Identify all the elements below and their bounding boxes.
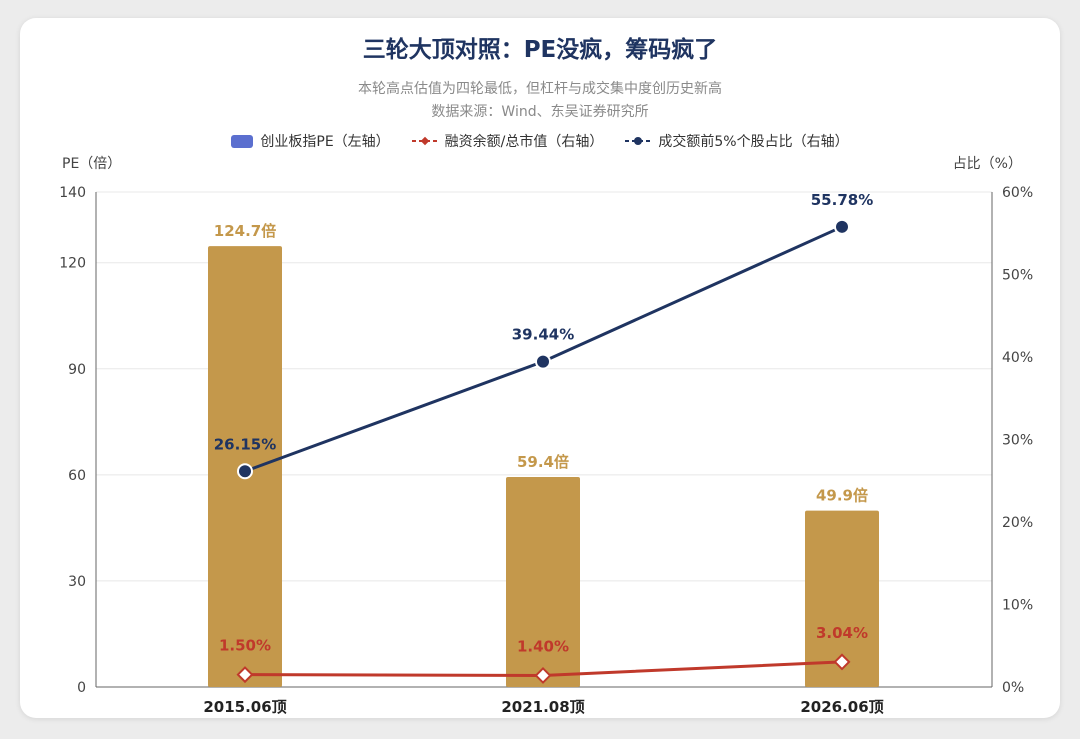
chart-title: 三轮大顶对照：PE没疯，筹码疯了 [362, 37, 718, 63]
bar-data-label: 124.7倍 [214, 222, 276, 240]
margin-data-label: 1.40% [517, 637, 569, 655]
margin-point [833, 653, 851, 671]
bar [506, 476, 580, 687]
concentration-line [244, 225, 843, 473]
legend: 创业板指PE（左轴） 融资余额/总市值（右轴） 成交额前5%个股占比（右轴） [0, 131, 1080, 151]
legend-label-margin: 融资余额/总市值（右轴） [444, 134, 604, 150]
y-tick-label-right: 40% [1002, 350, 1033, 366]
legend-label-pe: 创业板指PE（左轴） [260, 134, 390, 150]
concentration-data-label: 55.78% [811, 191, 873, 209]
y-tick-label-left: 30 [68, 574, 86, 590]
y-tick-label-right: 10% [1002, 598, 1033, 614]
y-tick-label-right: 30% [1002, 433, 1033, 449]
legend-bar-swatch [231, 134, 254, 148]
legend-item-concentration[interactable]: 成交额前5%个股占比（右轴） [625, 131, 849, 151]
chart-subtitle: 本轮高点估值为四轮最低，但杠杆与成交集中度创历史新高 [358, 81, 722, 97]
concentration-data-label: 26.15% [214, 435, 276, 453]
x-tick-label: 2021.08顶 [501, 698, 584, 716]
y-tick-label-right: 60% [1002, 185, 1033, 201]
y-tick-label-right: 20% [1002, 515, 1033, 531]
margin-data-label: 3.04% [816, 624, 868, 642]
margin-point [534, 666, 552, 684]
legend-concentration-swatch [625, 137, 652, 145]
legend-margin-swatch [411, 136, 438, 146]
y-tick-label-left: 120 [59, 256, 86, 272]
margin-point [236, 666, 254, 684]
concentration-point [535, 353, 551, 370]
bar-data-label: 59.4倍 [517, 453, 569, 471]
concentration-point [237, 463, 253, 480]
legend-item-margin[interactable]: 融资余额/总市值（右轴） [411, 131, 604, 151]
concentration-point [834, 218, 850, 235]
legend-item-pe[interactable]: 创业板指PE（左轴） [231, 131, 390, 151]
x-tick-label: 2015.06顶 [203, 698, 286, 716]
y-axis-left-title: PE（倍） [62, 156, 121, 172]
y-tick-label-right: 0% [1002, 680, 1024, 696]
concentration-data-label: 39.44% [512, 326, 574, 344]
x-tick-label: 2026.06顶 [800, 698, 883, 716]
chart-source: 数据来源：Wind、东吴证券研究所 [431, 104, 649, 120]
y-axis-right-title: 占比（%） [953, 156, 1022, 172]
y-tick-label-left: 0 [77, 680, 86, 696]
bar-data-label: 49.9倍 [816, 487, 868, 505]
margin-data-label: 1.50% [219, 637, 271, 655]
legend-label-concentration: 成交额前5%个股占比（右轴） [658, 134, 849, 150]
y-tick-label-left: 60 [68, 468, 86, 484]
bar [805, 510, 879, 687]
y-tick-label-left: 140 [59, 185, 86, 201]
y-tick-label-right: 50% [1002, 268, 1033, 284]
y-tick-label-left: 90 [68, 362, 86, 378]
